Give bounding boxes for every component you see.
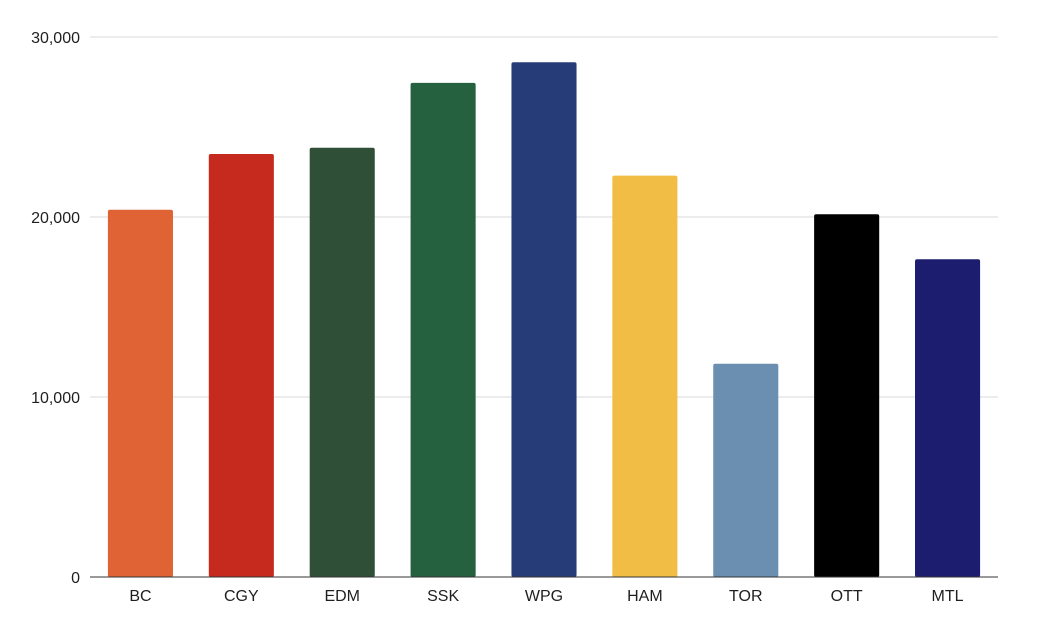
y-tick-label: 30,000 [31, 30, 80, 47]
x-tick-label-ham: HAM [627, 588, 663, 605]
x-tick-label-tor: TOR [729, 588, 762, 605]
x-tick-label-ott: OTT [831, 588, 863, 605]
bar-cgy [208, 154, 274, 577]
bar-ham [612, 175, 678, 577]
y-tick-label: 20,000 [31, 210, 80, 227]
bar-bc [107, 209, 173, 578]
bar-edm [309, 147, 375, 577]
x-tick-label-ssk: SSK [427, 588, 459, 605]
bar-tor [713, 363, 779, 577]
x-tick-label-bc: BC [129, 588, 151, 605]
y-tick-label: 0 [71, 570, 80, 587]
y-tick-label: 10,000 [31, 390, 80, 407]
bar-mtl [915, 259, 981, 577]
bar-ott [814, 214, 880, 578]
x-tick-label-wpg: WPG [525, 588, 563, 605]
x-axis-category-labels: BC CGY EDM SSK WPG HAM TOR OTT MTL [129, 588, 963, 605]
x-tick-label-cgy: CGY [224, 588, 259, 605]
bar-wpg [511, 62, 577, 577]
y-axis-tick-labels: 0 10,000 20,000 30,000 [31, 30, 80, 587]
x-tick-label-edm: EDM [324, 588, 360, 605]
x-tick-label-mtl: MTL [932, 588, 964, 605]
bars [107, 62, 981, 578]
bar-ssk [410, 82, 476, 578]
